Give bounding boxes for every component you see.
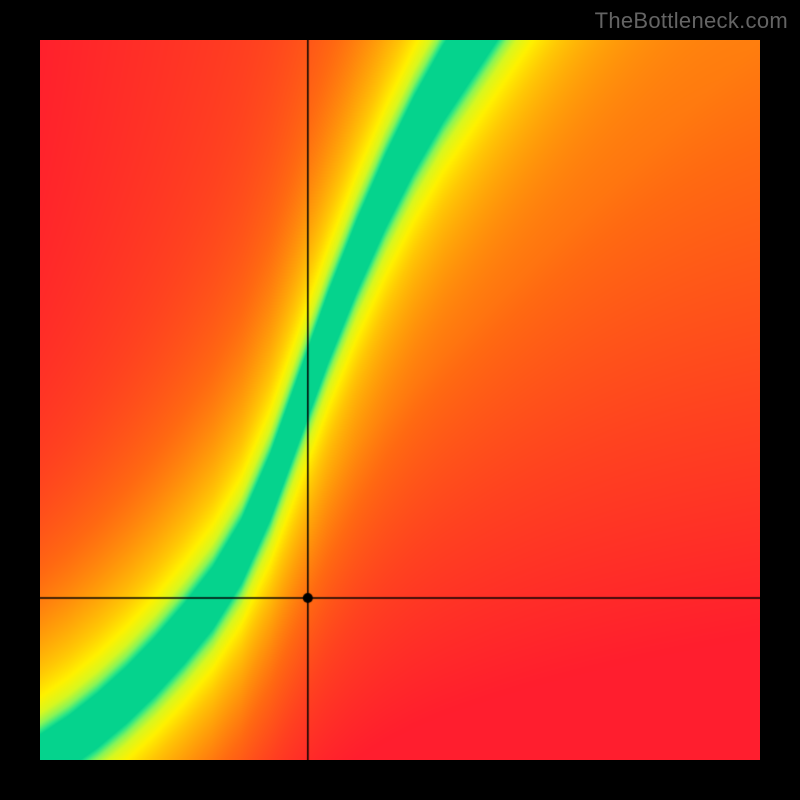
- bottleneck-heatmap: [40, 40, 760, 760]
- watermark-text: TheBottleneck.com: [595, 8, 788, 34]
